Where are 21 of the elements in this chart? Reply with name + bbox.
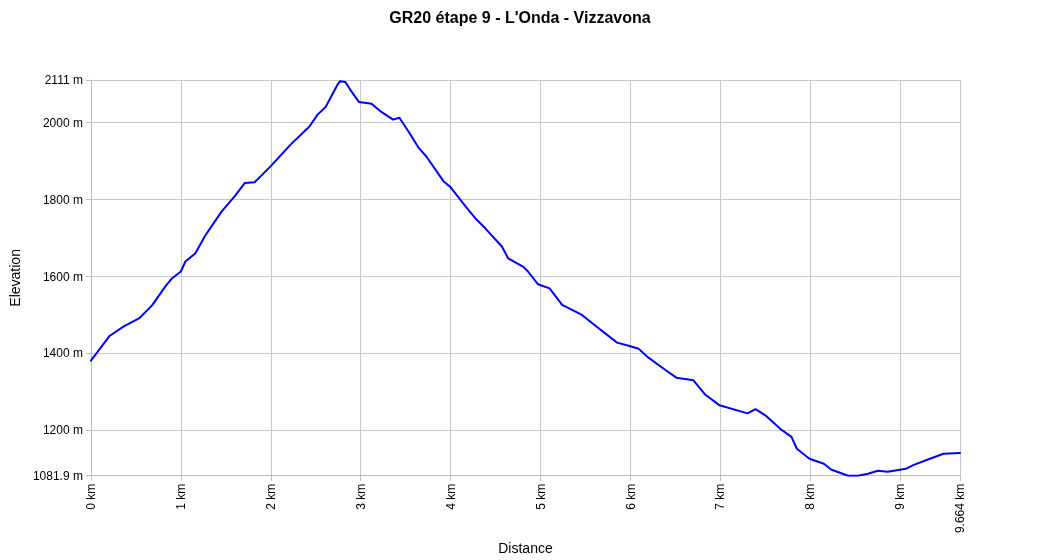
y-tick-label: 1081.9 m xyxy=(32,468,83,483)
y-tick-label: 2000 m xyxy=(42,115,83,130)
y-tick-label: 1200 m xyxy=(42,423,83,438)
x-tick-label: 8 km xyxy=(803,483,818,510)
x-tick-label: 3 km xyxy=(353,483,368,510)
x-tick-label: 9 km xyxy=(893,483,908,510)
x-tick-label: 4 km xyxy=(443,483,458,510)
x-axis-title: Distance xyxy=(498,540,553,556)
x-tick-label: 2 km xyxy=(263,483,278,510)
x-tick-label: 0 km xyxy=(83,483,98,510)
x-tick-label: 9.664 km xyxy=(953,483,967,534)
x-tick-label: 1 km xyxy=(173,483,188,510)
y-axis-title: Elevation xyxy=(7,249,23,307)
chart-title: GR20 étape 9 - L'Onda - Vizzavona xyxy=(389,8,651,26)
x-tick-label: 6 km xyxy=(623,483,638,510)
y-tick-label: 1600 m xyxy=(42,269,83,284)
y-tick-label: 2111 m xyxy=(44,73,83,87)
y-tick-label: 1800 m xyxy=(42,192,83,207)
x-tick-label: 5 km xyxy=(533,483,548,510)
y-tick-label: 1400 m xyxy=(42,346,83,361)
x-tick-label: 7 km xyxy=(713,483,728,510)
